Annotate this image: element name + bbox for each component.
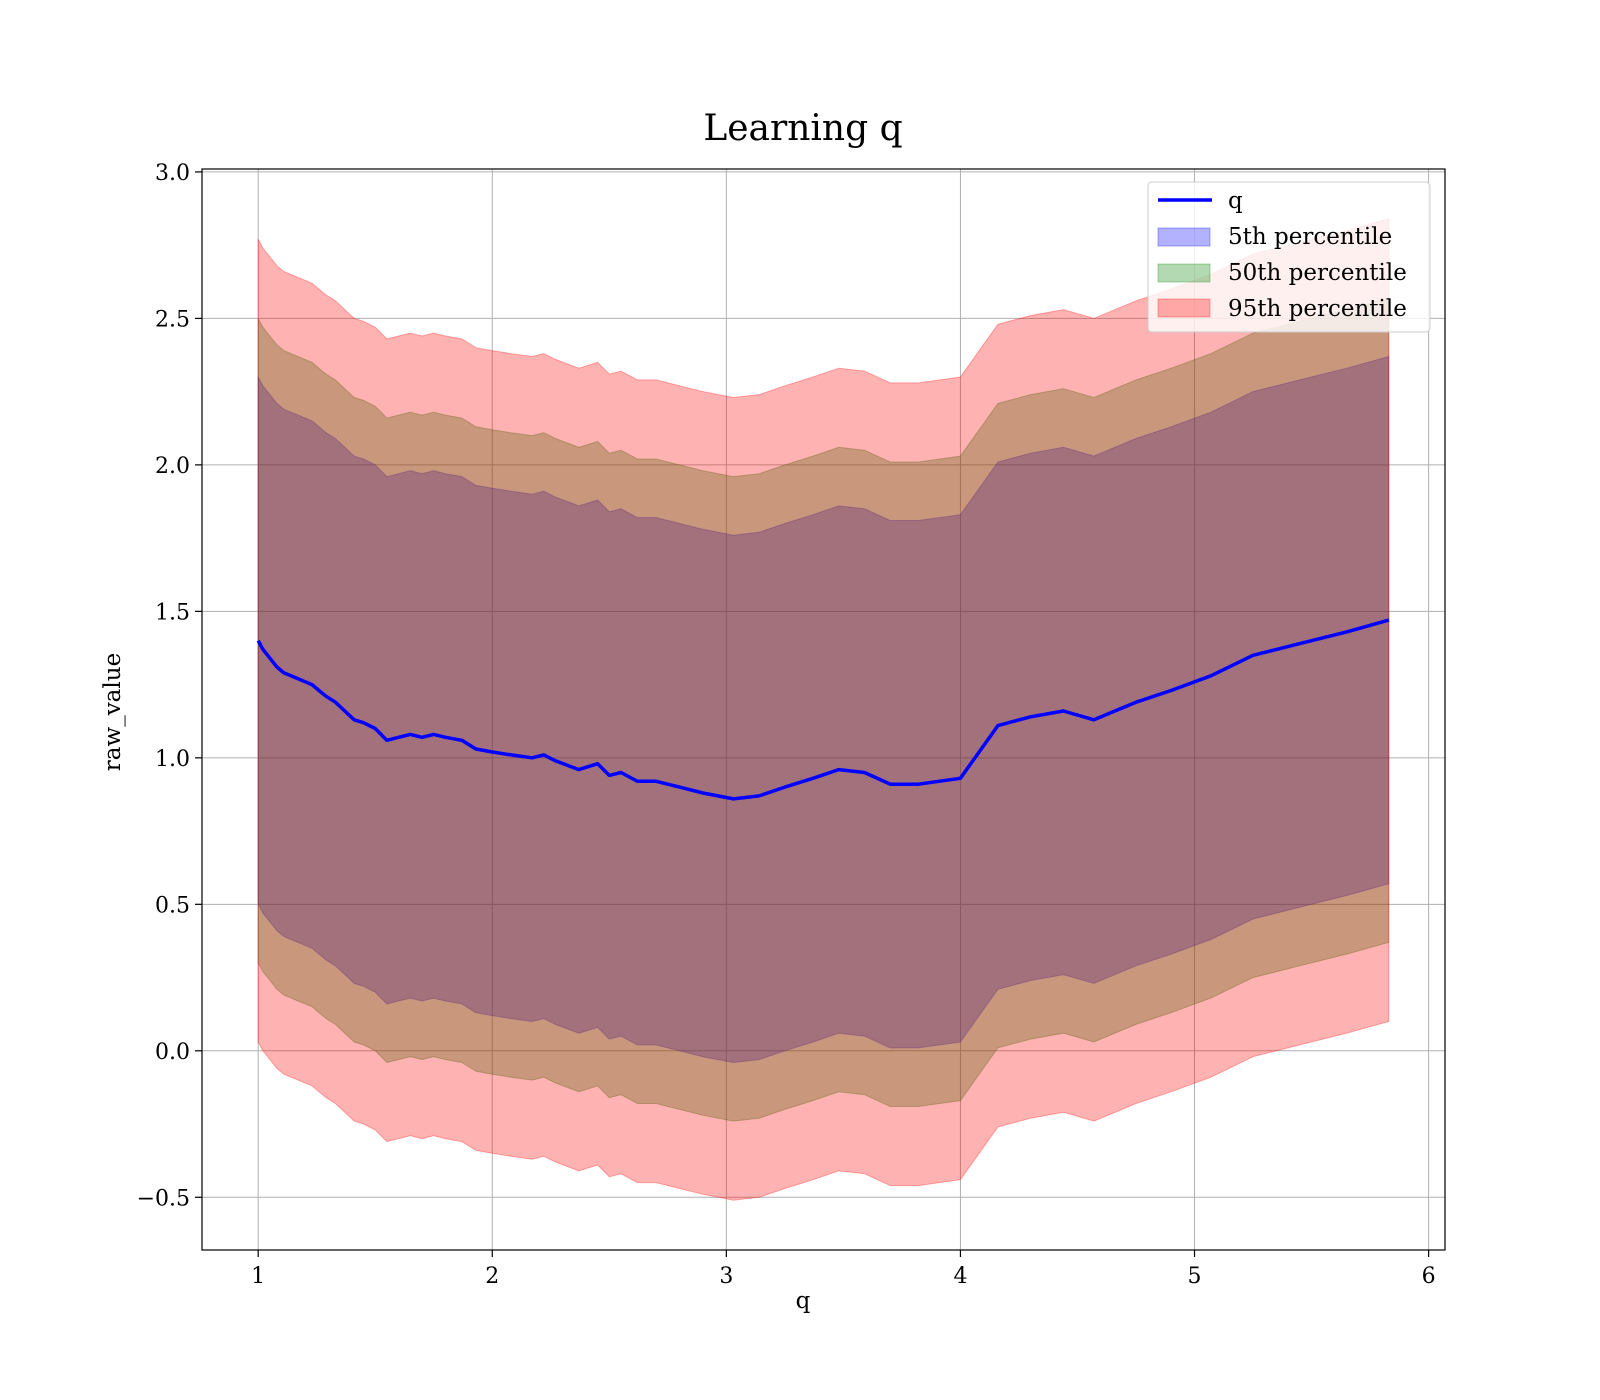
legend-swatch-50th (1157, 263, 1211, 283)
x-tick-label: 6 (1422, 1264, 1436, 1289)
y-tick-label: −0.5 (137, 1186, 190, 1211)
grid-lines (202, 169, 1445, 1250)
y-tick-label: 0.5 (155, 893, 190, 918)
legend-box (1147, 181, 1431, 333)
y-tick-label: 3.0 (155, 161, 190, 186)
legend-label-5th: 5th percentile (1228, 224, 1392, 250)
y-tick-label: 1.0 (155, 747, 190, 772)
legend-label-q: q (1228, 188, 1243, 214)
legend: q 5th percentile 50th percentile 95th pe… (1147, 181, 1431, 333)
x-tick-label: 3 (719, 1264, 733, 1289)
y-tick-label: 2.0 (155, 454, 190, 479)
y-axis-ticks: −0.5 0.0 0.5 1.0 1.5 2.0 2.5 3.0 (137, 161, 202, 1211)
y-axis-label: raw_value (100, 653, 126, 771)
percentile-bands (257, 218, 1390, 1201)
x-tick-label: 4 (953, 1264, 967, 1289)
x-tick-label: 5 (1188, 1264, 1202, 1289)
band-50th (257, 297, 1390, 1122)
plot-frame (201, 168, 1446, 1251)
x-axis-ticks: 1 2 3 4 5 6 (251, 1250, 1436, 1289)
q-line-layer (256, 618, 1390, 801)
chart-title: Learning q (703, 108, 902, 149)
y-tick-label: 1.5 (155, 600, 190, 625)
x-tick-label: 1 (251, 1264, 265, 1289)
legend-swatch-5th (1157, 227, 1211, 247)
y-tick-label: 2.5 (155, 307, 190, 332)
legend-label-95th: 95th percentile (1228, 296, 1407, 322)
x-tick-label: 2 (485, 1264, 499, 1289)
legend-label-50th: 50th percentile (1228, 260, 1407, 286)
band-5th (257, 355, 1390, 1064)
band-95th (257, 218, 1390, 1201)
y-tick-label: 0.0 (155, 1040, 190, 1065)
q-series-line (256, 618, 1390, 801)
legend-swatch-95th (1157, 298, 1211, 318)
x-axis-label: q (796, 1288, 811, 1314)
